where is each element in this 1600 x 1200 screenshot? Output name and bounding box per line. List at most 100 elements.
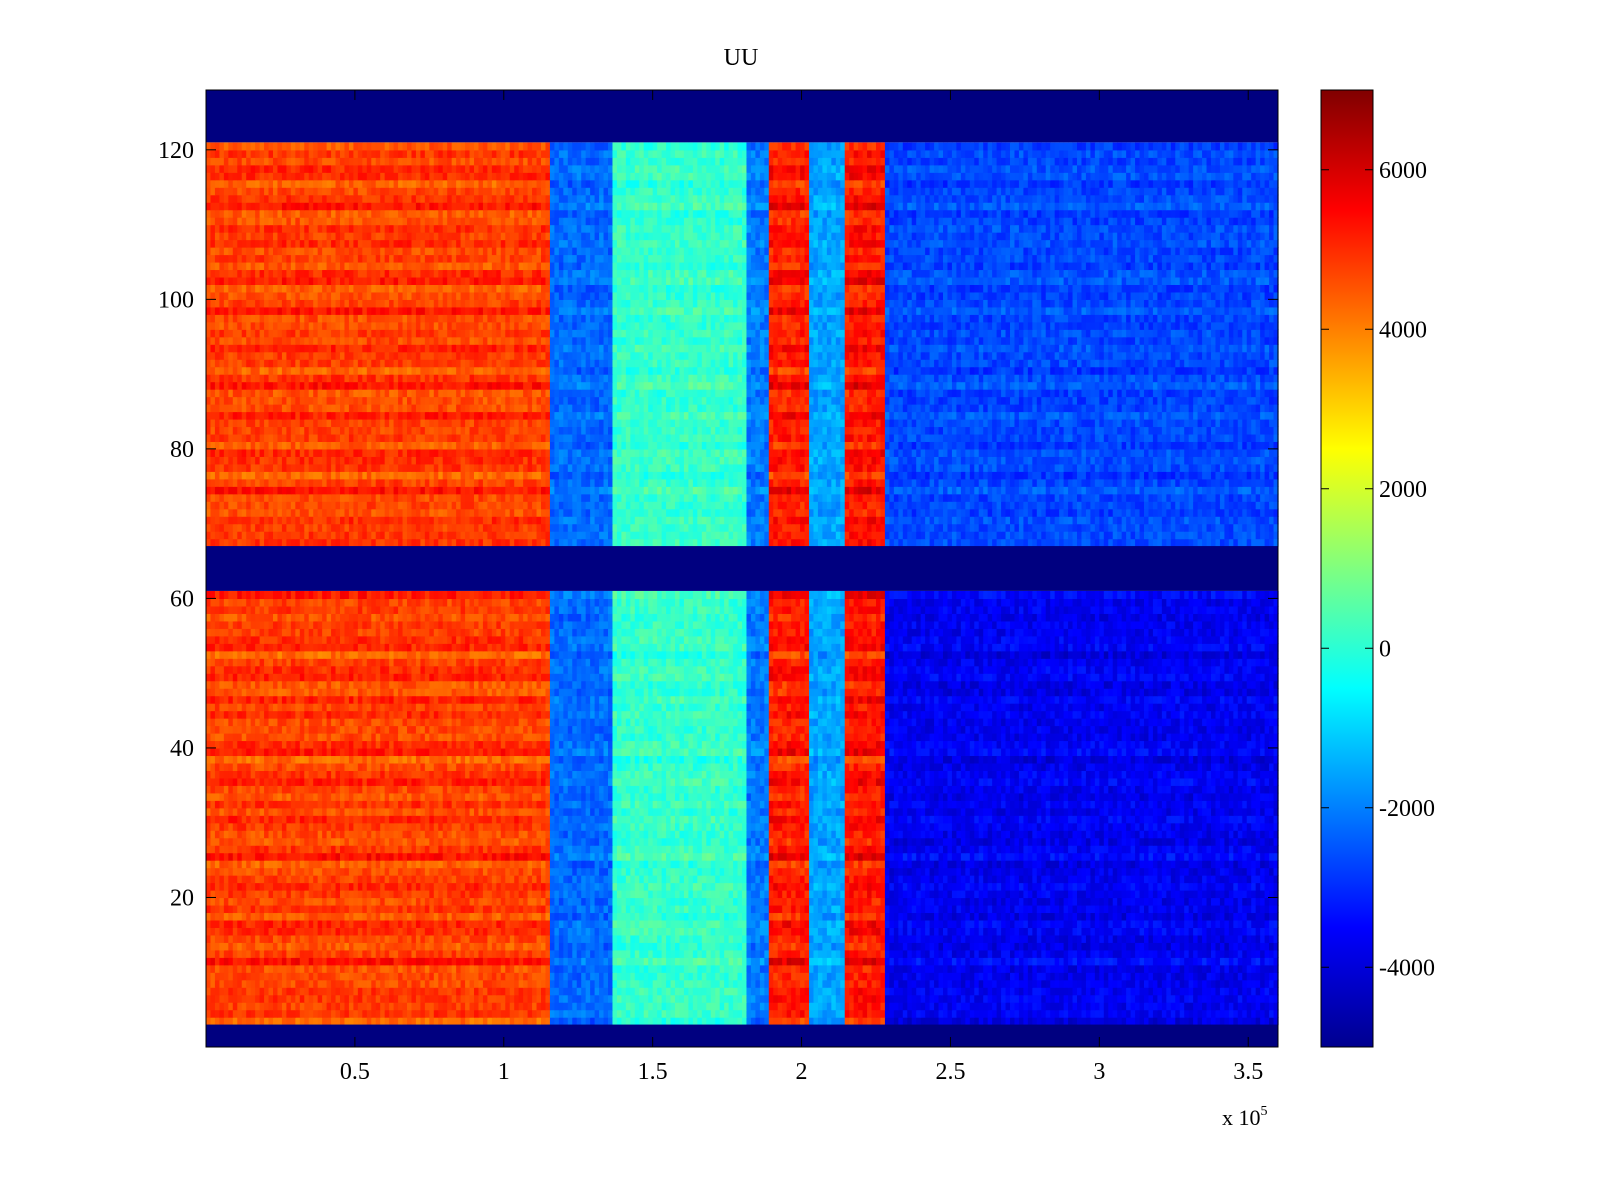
heatmap-cell bbox=[474, 889, 480, 899]
heatmap-cell bbox=[371, 942, 377, 951]
heatmap-cell bbox=[657, 927, 663, 936]
heatmap-cell bbox=[335, 1017, 341, 1026]
heatmap-cell bbox=[701, 934, 707, 943]
heatmap-cell bbox=[232, 904, 238, 914]
heatmap-cell bbox=[1085, 882, 1091, 891]
heatmap-cell bbox=[1233, 934, 1239, 943]
heatmap-cell bbox=[1103, 1017, 1109, 1026]
heatmap-cell bbox=[273, 957, 279, 966]
heatmap-cell bbox=[934, 942, 940, 951]
heatmap-cell bbox=[880, 949, 886, 958]
heatmap-cell bbox=[858, 904, 864, 914]
heatmap-cell bbox=[563, 957, 569, 966]
heatmap-cell bbox=[1157, 889, 1163, 899]
heatmap-cell bbox=[764, 912, 770, 921]
heatmap-cell bbox=[313, 949, 319, 958]
heatmap-cell bbox=[541, 889, 547, 899]
heatmap-cell bbox=[697, 949, 703, 958]
heatmap-cell bbox=[1094, 927, 1100, 936]
heatmap-cell bbox=[237, 867, 243, 876]
heatmap-cell bbox=[742, 994, 748, 1003]
heatmap-cell bbox=[1197, 889, 1203, 899]
heatmap-cell bbox=[206, 972, 212, 981]
heatmap-cell bbox=[813, 889, 819, 899]
heatmap-cell bbox=[1157, 987, 1163, 996]
heatmap-cell bbox=[706, 897, 712, 906]
heatmap-cell bbox=[737, 987, 743, 996]
heatmap-cell bbox=[1269, 1017, 1275, 1026]
heatmap-cell bbox=[1237, 964, 1243, 973]
heatmap-cell bbox=[1233, 987, 1239, 996]
heatmap-cell bbox=[1219, 987, 1225, 996]
heatmap-cell bbox=[500, 897, 506, 906]
heatmap-cell bbox=[563, 942, 569, 951]
heatmap-cell bbox=[1233, 957, 1239, 966]
heatmap-cell bbox=[661, 979, 667, 988]
heatmap-cell bbox=[514, 987, 520, 996]
heatmap-cell bbox=[661, 949, 667, 958]
heatmap-cell bbox=[742, 904, 748, 914]
heatmap-cell bbox=[889, 972, 895, 981]
heatmap-cell bbox=[782, 964, 788, 973]
heatmap-cell bbox=[630, 1009, 636, 1018]
heatmap-cell bbox=[411, 994, 417, 1003]
heatmap-cell bbox=[433, 949, 439, 958]
heatmap-cell bbox=[331, 964, 337, 973]
heatmap-cell bbox=[326, 867, 332, 876]
heatmap-cell bbox=[442, 979, 448, 988]
heatmap-cell bbox=[733, 912, 739, 921]
heatmap-cell bbox=[474, 875, 480, 884]
heatmap-cell bbox=[742, 1002, 748, 1011]
heatmap-cell bbox=[862, 972, 868, 981]
heatmap-cell bbox=[688, 957, 694, 966]
heatmap-cell bbox=[433, 882, 439, 891]
heatmap-cell bbox=[786, 897, 792, 906]
heatmap-cell bbox=[420, 1002, 426, 1011]
heatmap-cell bbox=[340, 1017, 346, 1026]
heatmap-cell bbox=[1130, 957, 1136, 966]
heatmap-cell bbox=[777, 994, 783, 1003]
heatmap-cell bbox=[643, 934, 649, 943]
heatmap-cell bbox=[496, 972, 502, 981]
heatmap-cell bbox=[657, 919, 663, 928]
heatmap-cell bbox=[585, 957, 591, 966]
heatmap-cell bbox=[1050, 994, 1056, 1003]
heatmap-cell bbox=[1014, 964, 1020, 973]
heatmap-cell bbox=[1094, 904, 1100, 914]
heatmap-cell bbox=[295, 1017, 301, 1026]
heatmap-cell bbox=[983, 987, 989, 996]
heatmap-cell bbox=[795, 889, 801, 899]
heatmap-cell bbox=[304, 994, 310, 1003]
heatmap-cell bbox=[710, 957, 716, 966]
heatmap-cell bbox=[384, 964, 390, 973]
heatmap-cell bbox=[241, 867, 247, 876]
heatmap-cell bbox=[1077, 875, 1083, 884]
heatmap-cell bbox=[786, 1017, 792, 1026]
heatmap-cell bbox=[666, 942, 672, 951]
heatmap-cell bbox=[214, 897, 220, 906]
heatmap-cell bbox=[295, 904, 301, 914]
heatmap-cell bbox=[478, 979, 484, 988]
heatmap-cell bbox=[246, 949, 252, 958]
heatmap-cell bbox=[634, 979, 640, 988]
heatmap-cell bbox=[1170, 934, 1176, 943]
heatmap-cell bbox=[317, 987, 323, 996]
heatmap-cell bbox=[902, 919, 908, 928]
heatmap-cell bbox=[1126, 949, 1132, 958]
heatmap-cell bbox=[742, 889, 748, 899]
heatmap-cell bbox=[608, 994, 614, 1003]
heatmap-cell bbox=[1206, 949, 1212, 958]
heatmap-cell bbox=[255, 972, 261, 981]
heatmap-cell bbox=[389, 889, 395, 899]
heatmap-cell bbox=[1027, 919, 1033, 928]
heatmap-cell bbox=[934, 934, 940, 943]
heatmap-cell bbox=[746, 987, 752, 996]
heatmap-cell bbox=[1027, 897, 1033, 906]
heatmap-cell bbox=[545, 1017, 551, 1026]
heatmap-cell bbox=[590, 927, 596, 936]
heatmap-cell bbox=[862, 904, 868, 914]
heatmap-cell bbox=[214, 875, 220, 884]
heatmap-cell bbox=[1112, 1017, 1118, 1026]
heatmap-cell bbox=[1135, 875, 1141, 884]
heatmap-cell bbox=[1032, 927, 1038, 936]
